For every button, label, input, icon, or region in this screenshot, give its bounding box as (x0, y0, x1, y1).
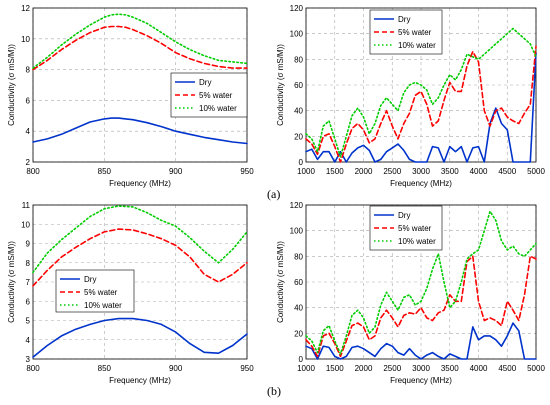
x-tick-label: 850 (98, 167, 112, 176)
series-line-dry (32, 117, 248, 145)
y-tick-label: 6 (26, 96, 31, 105)
x-tick-label: 950 (240, 364, 254, 373)
x-tick-label: 900 (169, 167, 183, 176)
series-line-10-water (32, 13, 248, 69)
y-tick-label: 40 (294, 304, 303, 313)
chart-b-right: 1000 1500 2000 2500 3000 3500 4000 4500 5000 0 20 4… (276, 201, 545, 385)
y-tick-label: 80 (294, 252, 303, 261)
y-tick-label: 2 (26, 158, 31, 167)
x-tick-label: 850 (98, 364, 112, 373)
legend-entry: 10% water (84, 301, 122, 310)
series-line-5-water (305, 255, 537, 358)
x-tick-label: 4500 (498, 167, 516, 176)
x-tick-label: 1000 (297, 167, 315, 176)
y-tick-label: 3 (26, 355, 31, 364)
x-tick-label: 4500 (498, 364, 516, 373)
x-tick-label: 2000 (355, 167, 373, 176)
x-tick-label: 4000 (470, 364, 488, 373)
chart-a-right: 1000 1500 2000 2500 3000 3500 4000 4500 5000 0 20 4… (276, 4, 545, 188)
y-tick-label: 0 (299, 355, 304, 364)
y-tick-label: 10 (21, 220, 30, 229)
panel-label-a: (a) (267, 187, 281, 201)
x-tick-label: 3000 (412, 167, 430, 176)
x-tick-label: 950 (240, 167, 254, 176)
x-tick-label: 2500 (383, 167, 401, 176)
y-tick-label: 4 (26, 127, 31, 136)
legend-entry: 10% water (398, 237, 436, 246)
y-axis-label: Conductivity (σ mS/M)) (276, 44, 285, 126)
y-tick-label: 8 (26, 259, 31, 268)
x-tick-label: 1500 (326, 167, 344, 176)
series-line-10-water (32, 205, 248, 274)
x-tick-label: 2500 (383, 364, 401, 373)
x-tick-label: 3500 (441, 364, 459, 373)
x-tick-label: 800 (26, 167, 40, 176)
x-tick-label: 900 (169, 364, 183, 373)
series-line-5-water (305, 45, 537, 163)
series-line-dry (305, 322, 537, 360)
legend: Dry 5% water 10% water (369, 9, 443, 55)
y-tick-label: 20 (294, 329, 303, 338)
x-tick-label: 5000 (527, 167, 545, 176)
series-line-dry (305, 52, 537, 163)
y-tick-label: 100 (290, 30, 304, 39)
legend-entry: Dry (398, 211, 410, 220)
legend: Dry 5% water 10% water (170, 72, 248, 118)
y-tick-label: 40 (294, 107, 303, 116)
y-tick-label: 8 (26, 66, 31, 75)
x-tick-label: 5000 (527, 364, 545, 373)
legend-entry: 5% water (84, 288, 118, 297)
legend-entry: Dry (199, 78, 211, 87)
legend: Dry 5% water 10% water (369, 205, 443, 251)
x-axis-label: Frequency (MHz) (390, 179, 452, 188)
y-tick-label: 120 (290, 201, 304, 210)
chart-a-left: 800 850 900 950 2 4 6 8 10 12 Frequency (MHz) Condu… (7, 4, 254, 188)
y-tick-label: 60 (294, 278, 303, 287)
series-line-dry (32, 317, 248, 358)
y-tick-label: 20 (294, 132, 303, 141)
x-axis-label: Frequency (MHz) (390, 376, 452, 385)
y-tick-label: 100 (290, 227, 304, 236)
series-line-10-water (305, 27, 537, 158)
x-tick-label: 800 (26, 364, 40, 373)
legend-entry: 5% water (398, 28, 432, 37)
plot-frame (32, 204, 248, 360)
y-axis-label: Conductivity (σ mS/M)) (7, 44, 16, 126)
chart-b-left: 800 850 900 950 3 4 5 6 7 8 9 10 11 Frequency (MHz) Co… (7, 201, 254, 385)
legend-entry: 5% water (398, 224, 432, 233)
y-tick-label: 60 (294, 81, 303, 90)
y-tick-label: 12 (21, 4, 30, 13)
x-tick-label: 4000 (470, 167, 488, 176)
y-tick-label: 120 (290, 4, 304, 13)
y-tick-label: 0 (299, 158, 304, 167)
series-line-5-water (32, 25, 248, 71)
y-tick-label: 10 (21, 35, 30, 44)
y-tick-label: 6 (26, 297, 31, 306)
y-tick-label: 5 (26, 317, 31, 326)
y-tick-label: 11 (22, 201, 31, 210)
x-tick-label: 1500 (326, 364, 344, 373)
y-axis-label: Conductivity (σ mS/M)) (276, 241, 285, 323)
x-axis-label: Frequency (MHz) (109, 376, 171, 385)
legend-entry: Dry (398, 15, 410, 24)
x-tick-label: 3500 (441, 167, 459, 176)
x-tick-label: 2000 (355, 364, 373, 373)
x-axis-label: Frequency (MHz) (109, 179, 171, 188)
y-tick-label: 4 (26, 336, 31, 345)
legend-entry: Dry (84, 275, 96, 284)
y-tick-label: 80 (294, 55, 303, 64)
legend-entry: 10% water (398, 41, 436, 50)
series-line-5-water (32, 228, 248, 287)
series-line-10-water (305, 210, 537, 355)
y-axis-label: Conductivity (σ mS/M)) (7, 241, 16, 323)
panel-label-b: (b) (267, 384, 281, 398)
x-tick-label: 1000 (297, 364, 315, 373)
legend: Dry 5% water 10% water (55, 269, 135, 313)
legend-entry: 5% water (199, 91, 233, 100)
y-tick-label: 7 (26, 278, 31, 287)
x-tick-label: 3000 (412, 364, 430, 373)
legend-entry: 10% water (199, 104, 237, 113)
y-tick-label: 9 (26, 240, 31, 249)
